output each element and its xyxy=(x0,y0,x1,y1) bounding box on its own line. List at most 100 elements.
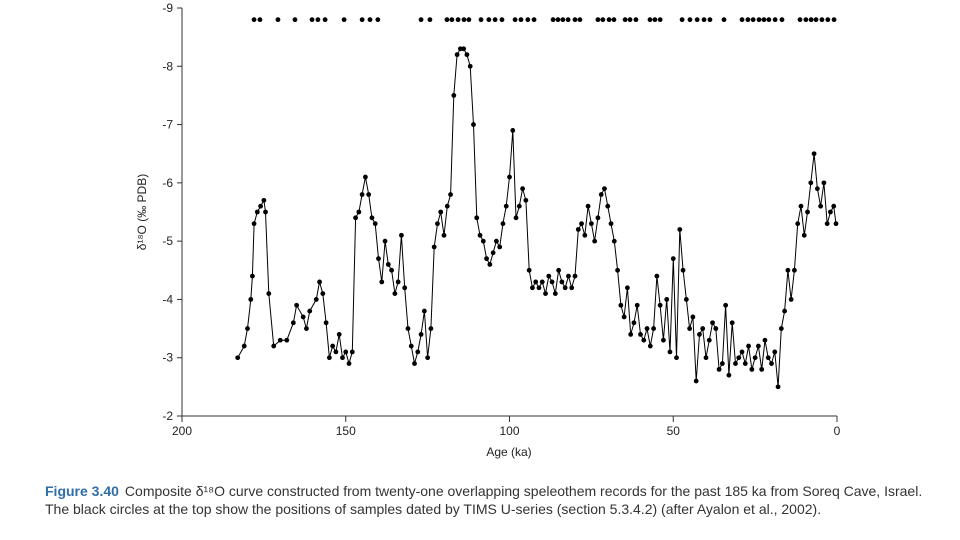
data-point xyxy=(739,349,745,355)
data-point xyxy=(467,63,473,69)
data-point xyxy=(333,349,339,355)
data-point xyxy=(598,192,604,197)
data-point xyxy=(471,122,476,127)
data-point xyxy=(766,17,772,23)
data-point xyxy=(503,203,509,209)
data-point xyxy=(427,17,433,23)
data-point xyxy=(536,285,542,291)
data-point xyxy=(263,209,268,215)
data-point xyxy=(693,378,699,384)
y-tick-label: -6 xyxy=(162,176,173,190)
data-point xyxy=(425,355,431,361)
data-point xyxy=(831,17,837,23)
data-point xyxy=(461,46,467,52)
data-point xyxy=(679,17,685,23)
data-point xyxy=(480,238,486,244)
data-point xyxy=(700,326,706,331)
x-tick-label: 0 xyxy=(834,424,841,438)
data-point xyxy=(697,332,702,337)
data-point xyxy=(592,238,598,244)
data-point xyxy=(627,17,633,23)
data-point xyxy=(546,273,552,279)
data-point xyxy=(251,221,257,227)
data-point xyxy=(761,17,767,23)
data-point xyxy=(752,355,758,361)
data-point xyxy=(497,244,503,250)
data-point xyxy=(824,221,830,227)
data-point xyxy=(674,355,679,361)
data-point xyxy=(677,227,683,232)
data-point xyxy=(466,17,472,23)
data-point xyxy=(441,232,447,238)
data-point xyxy=(785,267,791,273)
data-point xyxy=(461,17,467,23)
data-point xyxy=(277,337,283,343)
data-point xyxy=(346,361,352,366)
y-tick-label: -9 xyxy=(162,1,173,15)
data-point xyxy=(733,361,738,366)
data-point xyxy=(625,285,630,291)
data-point xyxy=(651,326,656,331)
data-point xyxy=(341,17,347,23)
data-point xyxy=(556,267,562,273)
data-point xyxy=(818,203,824,209)
data-point xyxy=(294,302,300,308)
data-point xyxy=(813,17,819,23)
data-point xyxy=(250,273,255,279)
data-point xyxy=(746,343,751,349)
data-point xyxy=(795,221,801,227)
data-point xyxy=(687,326,693,331)
data-point xyxy=(569,285,575,291)
data-point xyxy=(382,238,388,244)
data-point xyxy=(739,17,745,23)
data-point xyxy=(487,262,493,267)
data-point xyxy=(454,52,460,58)
data-point xyxy=(402,285,408,291)
data-point xyxy=(670,256,676,262)
y-tick-label: -7 xyxy=(162,118,173,132)
data-point xyxy=(523,197,529,203)
data-point xyxy=(633,17,639,23)
data-point xyxy=(392,291,398,296)
data-point xyxy=(605,203,611,209)
data-point xyxy=(750,17,756,23)
data-point xyxy=(405,326,411,331)
data-point xyxy=(819,17,825,23)
x-tick-label: 50 xyxy=(667,424,681,438)
data-point xyxy=(375,17,381,23)
data-point xyxy=(385,262,391,267)
data-point xyxy=(412,361,417,366)
data-point xyxy=(464,52,470,58)
data-point xyxy=(713,326,719,331)
data-point xyxy=(638,332,643,337)
data-point xyxy=(707,17,713,23)
data-point xyxy=(719,361,725,366)
data-point xyxy=(647,17,653,23)
data-point xyxy=(271,343,277,349)
data-point xyxy=(520,186,525,192)
data-point xyxy=(251,17,257,23)
data-point xyxy=(798,203,804,209)
data-point xyxy=(258,203,263,209)
data-point xyxy=(478,17,484,23)
data-point xyxy=(756,17,762,23)
data-point xyxy=(575,227,581,232)
x-tick-label: 100 xyxy=(499,424,519,438)
data-point xyxy=(499,17,505,23)
data-point xyxy=(657,17,663,23)
data-point xyxy=(261,197,267,203)
data-point xyxy=(399,232,404,238)
data-point xyxy=(510,127,516,133)
caption-label: Figure 3.40 xyxy=(45,483,119,499)
data-point xyxy=(533,279,539,285)
data-point xyxy=(444,17,450,23)
data-point xyxy=(615,267,620,273)
data-point xyxy=(644,326,650,331)
y-tick-label: -5 xyxy=(162,234,173,248)
caption: Figure 3.40 Composite δ¹⁸O curve construc… xyxy=(45,482,925,518)
data-point xyxy=(516,203,522,209)
data-point xyxy=(772,17,778,23)
data-point xyxy=(525,17,531,23)
data-point xyxy=(512,17,518,23)
